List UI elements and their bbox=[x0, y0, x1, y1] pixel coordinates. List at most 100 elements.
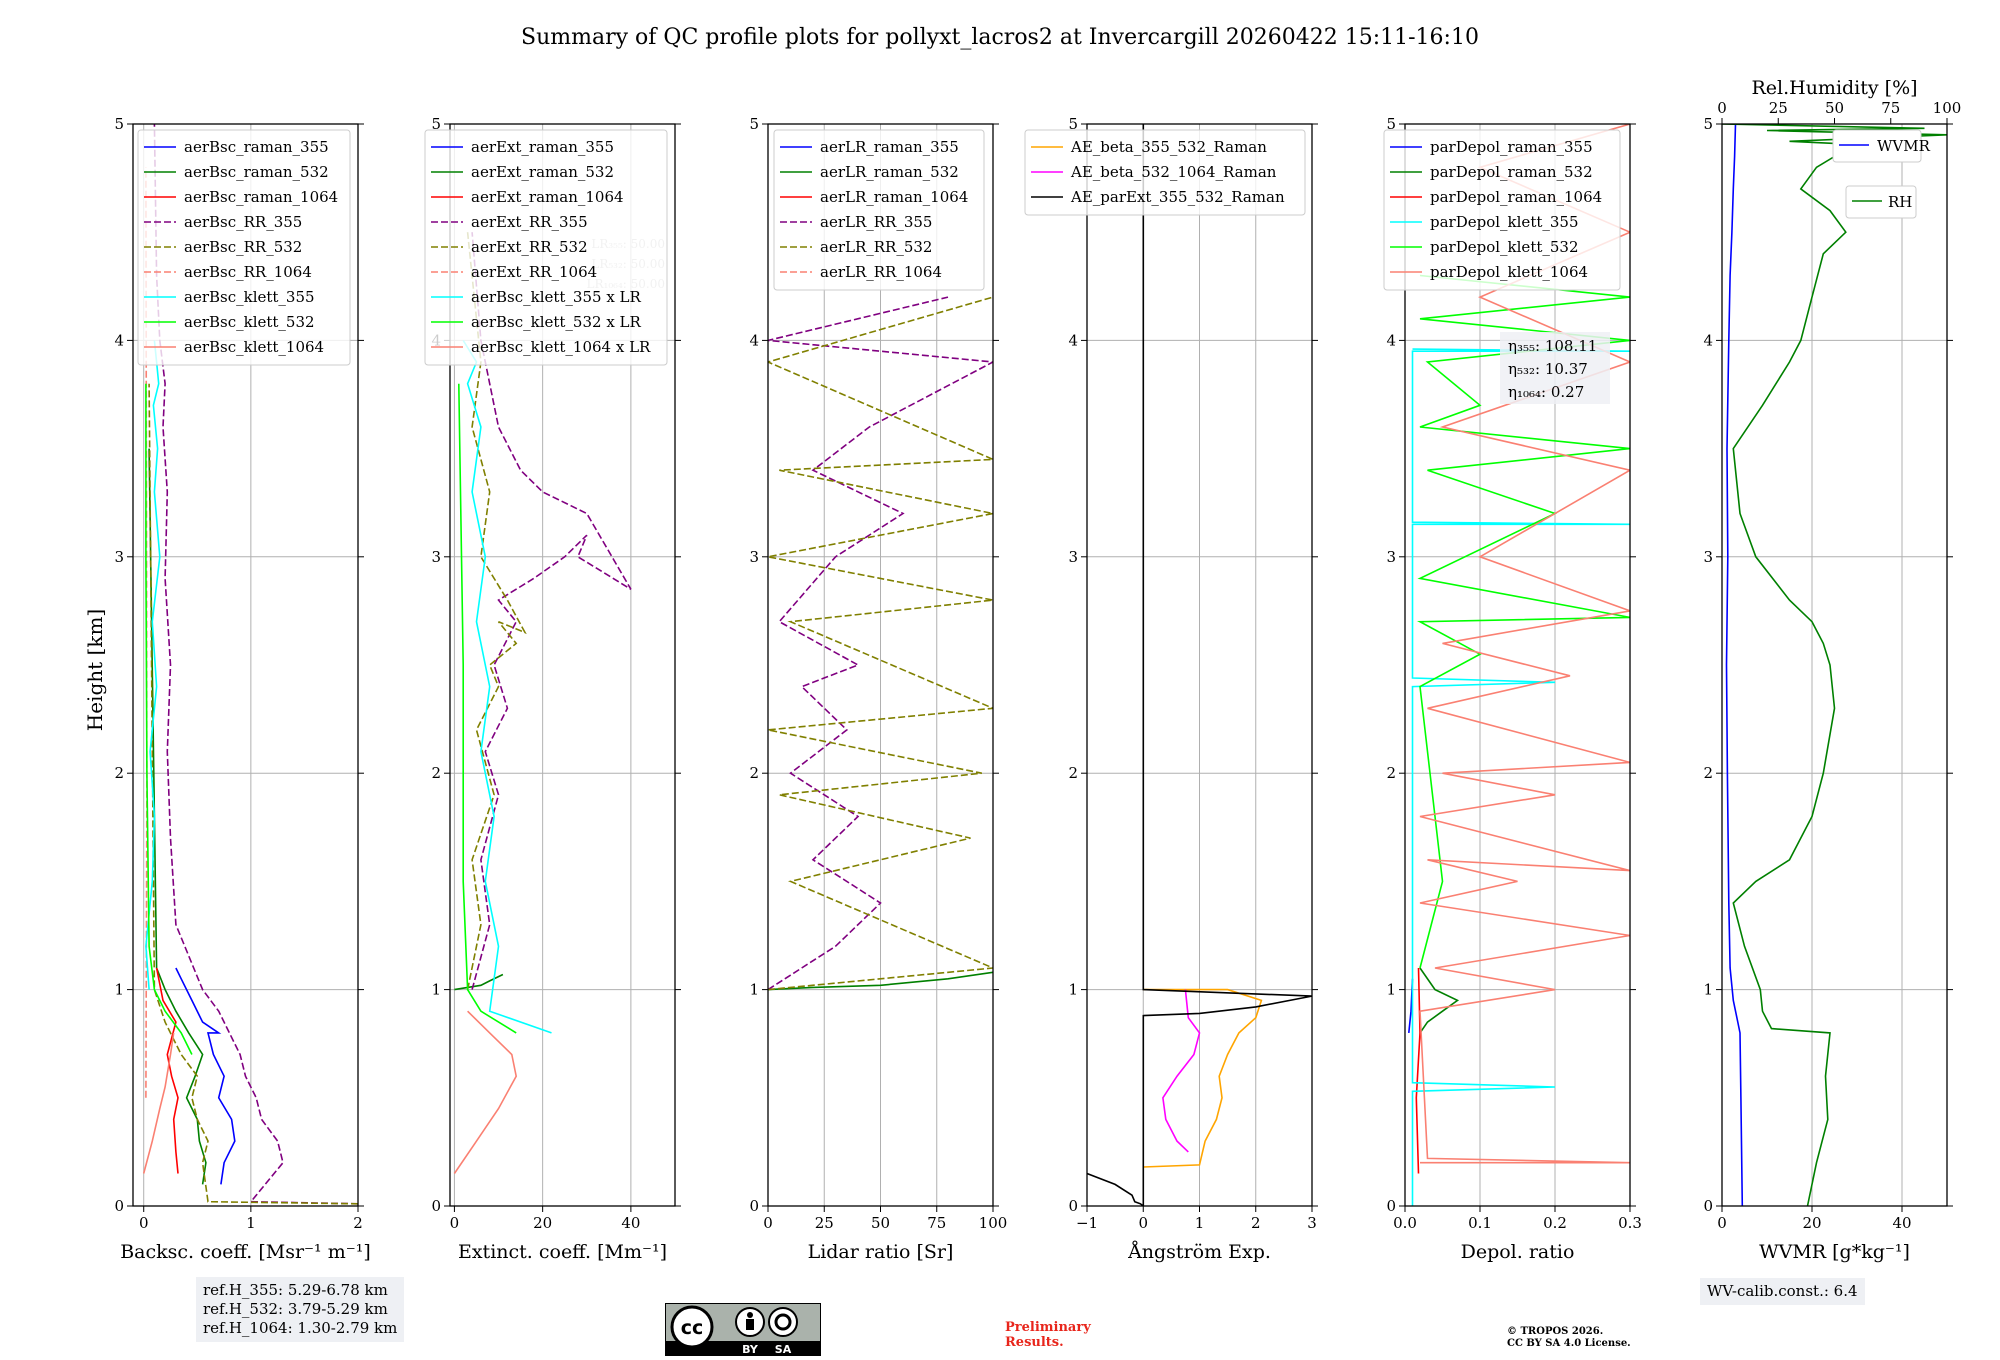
y-tick-label: 1 bbox=[114, 981, 124, 999]
legend-entry: aerLR_raman_355 bbox=[820, 138, 959, 156]
y-tick-label: 4 bbox=[1703, 331, 1713, 349]
y-tick-label: 5 bbox=[1068, 115, 1078, 133]
cc-icon bbox=[670, 1305, 714, 1349]
x-tick-label: 0 bbox=[1717, 1214, 1727, 1232]
top-tick-label: 100 bbox=[1933, 99, 1962, 117]
y-tick-label: 1 bbox=[1386, 981, 1396, 999]
y-tick-label: 0 bbox=[1386, 1197, 1396, 1215]
preliminary-results-note: Preliminary Results. bbox=[1005, 1320, 1091, 1350]
x-tick-label: 0 bbox=[1138, 1214, 1148, 1232]
series-line-aerBsc_RR_532 bbox=[148, 383, 358, 1205]
series-group bbox=[768, 296, 993, 991]
copyright-line-2: CC BY SA 4.0 License. bbox=[1507, 1338, 1631, 1349]
y-tick-label: 1 bbox=[431, 981, 441, 999]
x-tick-label: 1 bbox=[246, 1214, 256, 1232]
y-tick-label: 5 bbox=[431, 115, 441, 133]
legend-entry: aerExt_raman_355 bbox=[471, 138, 614, 156]
legend-entry: aerExt_RR_532 bbox=[471, 238, 588, 256]
legend-entry: aerBsc_RR_355 bbox=[184, 213, 302, 231]
reference-height-box: ref.H_355: 5.29-6.78 km ref.H_532: 3.79-… bbox=[196, 1277, 405, 1342]
series-line-aerExt_RR_355 bbox=[471, 232, 632, 990]
x-tick-label: −1 bbox=[1076, 1214, 1098, 1232]
legend-entry: aerExt_raman_1064 bbox=[471, 188, 624, 206]
figure-title: Summary of QC profile plots for pollyxt_… bbox=[521, 25, 1479, 50]
axes-frame bbox=[449, 123, 676, 1207]
panel-depol: 0.0 0.1 0.2 0.3 0 1 2 3 4 5 Depol. ratio η₃₅₅: 108.… bbox=[1383, 115, 1642, 1263]
copyright-line-1: © TROPOS 2026. bbox=[1507, 1326, 1604, 1337]
cc-by-label: BY bbox=[742, 1343, 759, 1356]
top-tick-label: 0 bbox=[1717, 99, 1727, 117]
y-tick-label: 2 bbox=[114, 764, 124, 782]
y-tick-label: 3 bbox=[749, 548, 759, 566]
y-tick-label: 5 bbox=[749, 115, 759, 133]
x-tick-label: 1 bbox=[1195, 1214, 1205, 1232]
y-tick-label: 0 bbox=[114, 1197, 124, 1215]
axes-frame bbox=[1721, 123, 1948, 1207]
top-tick-label: 50 bbox=[1825, 99, 1844, 117]
legend-entry: parDepol_raman_1064 bbox=[1430, 188, 1602, 206]
series-line-aerLR_RR_355 bbox=[768, 296, 993, 991]
legend-entry: RH bbox=[1888, 193, 1912, 211]
series-line-aerBsc_RR_355 bbox=[153, 124, 358, 1205]
legend-entry: AE_parExt_355_532_Raman bbox=[1070, 188, 1285, 206]
y-tick-label: 2 bbox=[1386, 764, 1396, 782]
y-tick-label: 3 bbox=[114, 548, 124, 566]
y-tick-label: 0 bbox=[749, 1197, 759, 1215]
series-line-parDepol_raman_1064 bbox=[1415, 967, 1421, 1174]
series-line-AE_parExt_355_532_Raman bbox=[1087, 124, 1312, 1206]
legend-entry: aerLR_RR_532 bbox=[820, 238, 932, 256]
y-tick-label: 2 bbox=[749, 764, 759, 782]
legend-entry: parDepol_klett_532 bbox=[1430, 238, 1579, 256]
legend-box bbox=[1383, 129, 1621, 291]
y-tick-label: 0 bbox=[1068, 1197, 1078, 1215]
series-line-parDepol_klett_355 bbox=[1411, 348, 1630, 1206]
x-tick-label: 50 bbox=[871, 1214, 890, 1232]
preliminary-line-2: Results. bbox=[1005, 1335, 1064, 1350]
legend-entry: aerBsc_raman_1064 bbox=[184, 188, 338, 206]
cc-by-sa-badge: cc BY SA bbox=[665, 1303, 821, 1356]
x-tick-label: 20 bbox=[533, 1214, 552, 1232]
x-tick-label: 20 bbox=[1802, 1214, 1821, 1232]
y-tick-label: 3 bbox=[1068, 548, 1078, 566]
y-tick-label: 0 bbox=[1703, 1197, 1713, 1215]
legend-entry: AE_beta_355_532_Raman bbox=[1070, 138, 1267, 156]
y-tick-label: 5 bbox=[114, 115, 124, 133]
y-axis-label: Height [km] bbox=[83, 609, 107, 731]
x-axis-label: Extinct. coeff. [Mm⁻¹] bbox=[458, 1241, 667, 1263]
y-tick-label: 2 bbox=[1068, 764, 1078, 782]
eta-box bbox=[1500, 332, 1610, 404]
series-line-aerBsc_klett_1064 x LR bbox=[453, 1010, 518, 1174]
x-axis-label: Depol. ratio bbox=[1461, 1241, 1575, 1263]
top-tick-label: 25 bbox=[1769, 99, 1788, 117]
legend-entry: aerBsc_RR_1064 bbox=[184, 263, 312, 281]
ref-height-532: ref.H_532: 3.79-5.29 km bbox=[203, 1300, 388, 1318]
legend-entry: parDepol_raman_355 bbox=[1430, 138, 1593, 156]
x-axis-label: Ångström Exp. bbox=[1127, 1241, 1271, 1263]
legend-entry: aerBsc_klett_1064 bbox=[184, 338, 324, 356]
series-group bbox=[1722, 124, 1947, 1206]
y-tick-label: 2 bbox=[1703, 764, 1713, 782]
copyright-note: © TROPOS 2026. CC BY SA 4.0 License. bbox=[1507, 1326, 1631, 1350]
x-tick-label: 0.1 bbox=[1468, 1214, 1492, 1232]
legend-entry: aerExt_RR_1064 bbox=[471, 263, 597, 281]
series-line-aerBsc_klett_355 bbox=[145, 340, 161, 990]
panel-bsc: 0 1 2 0 1 2 3 4 5 Backsc. coeff. [Msr⁻¹ m⁻¹] aerBs… bbox=[114, 115, 370, 1263]
y-tick-label: 3 bbox=[1386, 548, 1396, 566]
legend-entry: AE_beta_532_1064_Raman bbox=[1070, 163, 1277, 181]
legend-entry: aerBsc_RR_532 bbox=[184, 238, 302, 256]
legend-box bbox=[1024, 129, 1306, 216]
series-line-aerExt_raman_532 bbox=[454, 973, 504, 991]
x-tick-label: 25 bbox=[815, 1214, 834, 1232]
y-tick-label: 1 bbox=[1703, 981, 1713, 999]
legend-box bbox=[1832, 129, 1922, 163]
cc-sa-label: SA bbox=[775, 1343, 792, 1356]
series-line-aerBsc_raman_1064 bbox=[155, 967, 179, 1174]
x-axis-label: Backsc. coeff. [Msr⁻¹ m⁻¹] bbox=[120, 1241, 371, 1263]
y-tick-label: 4 bbox=[114, 331, 124, 349]
axes-frame bbox=[1404, 123, 1631, 1207]
legend-entry: aerLR_raman_532 bbox=[820, 163, 959, 181]
legend-entry: aerBsc_klett_532 bbox=[184, 313, 315, 331]
legend-entry: parDepol_klett_355 bbox=[1430, 213, 1579, 231]
x-tick-label: 0 bbox=[763, 1214, 773, 1232]
